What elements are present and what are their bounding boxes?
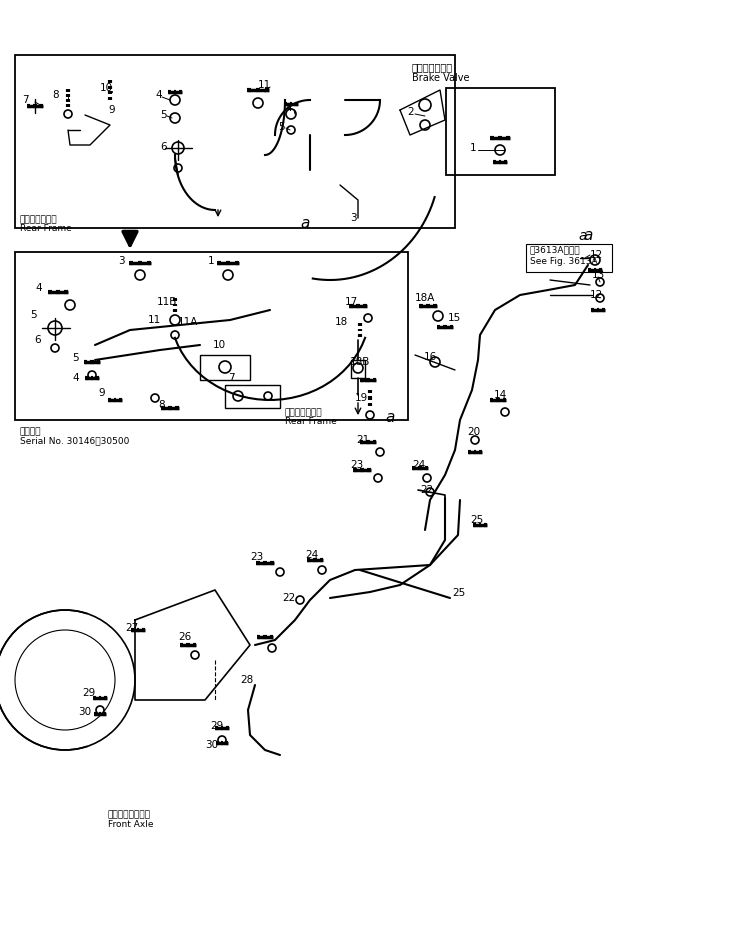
Text: 7: 7	[22, 95, 29, 105]
Text: 14: 14	[494, 390, 507, 400]
Text: 5: 5	[30, 310, 37, 320]
Text: a: a	[578, 229, 587, 243]
Text: Rear Frame: Rear Frame	[285, 417, 337, 426]
Text: フロントアクスル: フロントアクスル	[108, 810, 151, 819]
Text: 24: 24	[305, 550, 318, 560]
Text: 28: 28	[240, 675, 254, 685]
Text: 22: 22	[420, 485, 433, 495]
Text: ブレーキハルブ: ブレーキハルブ	[412, 62, 453, 72]
Text: a: a	[584, 228, 592, 243]
Text: 9: 9	[98, 388, 104, 398]
Text: 9: 9	[108, 105, 115, 115]
Text: 10: 10	[213, 340, 226, 350]
Text: 4: 4	[155, 90, 162, 100]
Text: 23: 23	[350, 460, 363, 470]
Text: 18A: 18A	[415, 293, 435, 303]
Text: リャーフレーム: リャーフレーム	[285, 408, 323, 417]
Text: 18: 18	[335, 317, 348, 327]
Text: 4: 4	[72, 373, 79, 383]
Text: 29: 29	[210, 721, 223, 731]
Text: Brake Valve: Brake Valve	[412, 73, 470, 83]
Text: 26: 26	[178, 632, 191, 642]
Text: 1: 1	[208, 256, 215, 266]
Text: Serial No. 30146～30500: Serial No. 30146～30500	[20, 436, 129, 445]
Text: 5: 5	[278, 122, 284, 132]
Text: 適用号機: 適用号機	[20, 427, 41, 436]
Text: 13: 13	[592, 270, 605, 280]
Text: a: a	[301, 217, 309, 232]
Text: 第3613A図参照: 第3613A図参照	[530, 245, 581, 254]
Text: 25: 25	[452, 588, 465, 598]
Text: 24: 24	[412, 460, 426, 470]
Text: 8: 8	[158, 400, 165, 410]
Text: 17: 17	[345, 297, 358, 307]
Text: 3: 3	[118, 256, 125, 266]
Text: 29: 29	[82, 688, 96, 698]
Text: 18B: 18B	[350, 357, 370, 367]
Text: 30: 30	[78, 707, 91, 717]
Text: 4: 4	[285, 103, 292, 113]
Text: 1: 1	[470, 143, 476, 153]
Text: 4: 4	[35, 283, 42, 293]
Text: See Fig. 3613A: See Fig. 3613A	[530, 257, 598, 266]
Text: 5: 5	[160, 110, 167, 120]
Text: 16: 16	[424, 352, 437, 362]
Text: 11: 11	[148, 315, 161, 325]
Text: 11B: 11B	[157, 297, 177, 307]
Text: 5: 5	[72, 353, 79, 363]
Text: 2: 2	[407, 107, 414, 117]
Text: 11: 11	[258, 80, 271, 90]
Text: 20: 20	[467, 427, 480, 437]
Text: 10: 10	[100, 83, 113, 93]
Text: a: a	[385, 410, 395, 426]
Text: 12: 12	[590, 290, 603, 300]
Text: 7: 7	[228, 373, 234, 383]
Text: 30: 30	[205, 740, 218, 750]
Text: 8: 8	[52, 90, 59, 100]
Text: 21: 21	[356, 435, 369, 445]
Text: 6: 6	[160, 142, 167, 152]
Text: 6: 6	[34, 335, 40, 345]
Text: リャーフレーム: リャーフレーム	[20, 215, 57, 224]
Text: 12: 12	[590, 250, 603, 260]
Text: Rear Frame: Rear Frame	[20, 224, 72, 233]
Text: 11A: 11A	[178, 317, 198, 327]
Text: 15: 15	[448, 313, 462, 323]
Text: 25: 25	[470, 515, 483, 525]
Text: 3: 3	[350, 213, 356, 223]
Text: Front Axle: Front Axle	[108, 820, 154, 829]
Text: 27: 27	[125, 623, 138, 633]
Text: 22: 22	[282, 593, 295, 603]
Text: 23: 23	[250, 552, 263, 562]
Text: 19: 19	[355, 393, 368, 403]
